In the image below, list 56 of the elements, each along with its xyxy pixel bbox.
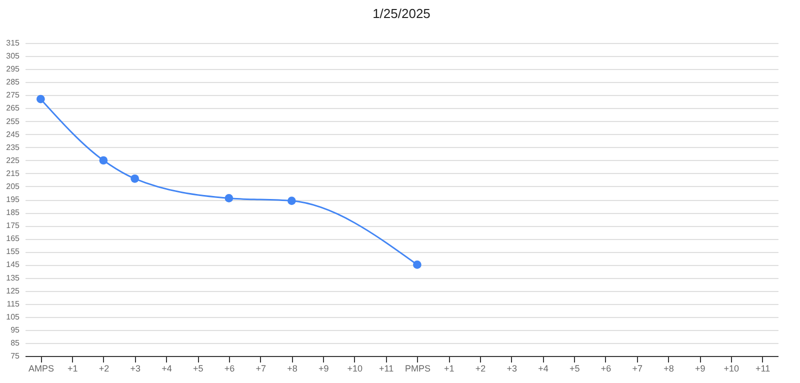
x-tick-label: +8 — [664, 364, 674, 374]
y-tick-label: 315 — [6, 38, 20, 48]
chart-title: 1/25/2025 — [372, 6, 430, 21]
y-tick-label: 255 — [6, 116, 20, 126]
point — [288, 196, 296, 205]
y-tick-label: 155 — [6, 247, 20, 256]
point — [413, 260, 422, 269]
point — [130, 174, 139, 183]
y-tick-label: 105 — [6, 312, 20, 322]
point — [99, 156, 108, 165]
x-tick-label: +9 — [318, 364, 329, 374]
y-tick-label: 135 — [6, 273, 20, 282]
x-tick-label: +2 — [475, 364, 486, 374]
y-tick-label: 145 — [6, 260, 20, 270]
x-tick-label: AMPS — [28, 364, 54, 374]
x-tick-label: PMPS — [404, 364, 430, 374]
y-tick-label: 115 — [6, 299, 20, 308]
x-tick-label: +1 — [444, 364, 454, 374]
y-tick-label: 205 — [6, 182, 20, 191]
x-tick-label: +4 — [538, 364, 548, 374]
y-tick-label: 215 — [6, 168, 20, 178]
y-tick-label: 305 — [6, 52, 20, 61]
x-tick-label: +5 — [569, 364, 580, 374]
y-tick-label: 165 — [6, 234, 20, 244]
x-tick-label: +6 — [600, 364, 612, 374]
y-tick-label: 245 — [6, 130, 20, 139]
y-tick-label: 95 — [10, 325, 20, 334]
y-tick-label: 125 — [6, 286, 20, 296]
y-tick-label: 175 — [6, 221, 20, 230]
y-tick-label: 185 — [6, 208, 20, 218]
x-tick-label: +11 — [379, 364, 394, 374]
x-tick-label: +5 — [192, 364, 204, 374]
x-tick-label: +3 — [506, 364, 517, 374]
x-tick-label: +7 — [256, 364, 266, 374]
x-tick-label: +1 — [67, 364, 78, 374]
x-tick-label: +3 — [130, 364, 140, 374]
x-tick-label: +8 — [287, 364, 298, 374]
x-tick-label: +4 — [162, 364, 172, 374]
y-tick-label: 75 — [10, 352, 20, 360]
y-tick-label: 265 — [6, 104, 20, 113]
y-tick-label: 235 — [6, 142, 20, 152]
y-tick-label: 85 — [10, 338, 20, 348]
x-tick-label: +10 — [347, 364, 363, 374]
y-tick-label: 295 — [6, 64, 20, 74]
x-tick-label: +2 — [98, 364, 110, 374]
x-tick-label: +7 — [632, 364, 642, 374]
x-tick-label: +6 — [224, 364, 235, 374]
y-tick-label: 225 — [6, 156, 20, 165]
x-tick-label: +9 — [694, 364, 706, 374]
x-tick-label: +11 — [756, 364, 770, 374]
point — [224, 194, 234, 202]
y-tick-label: 285 — [6, 78, 20, 87]
point — [36, 94, 45, 104]
y-tick-label: 275 — [6, 90, 20, 100]
y-tick-label: 195 — [6, 195, 20, 204]
x-tick-label: +10 — [724, 364, 740, 374]
